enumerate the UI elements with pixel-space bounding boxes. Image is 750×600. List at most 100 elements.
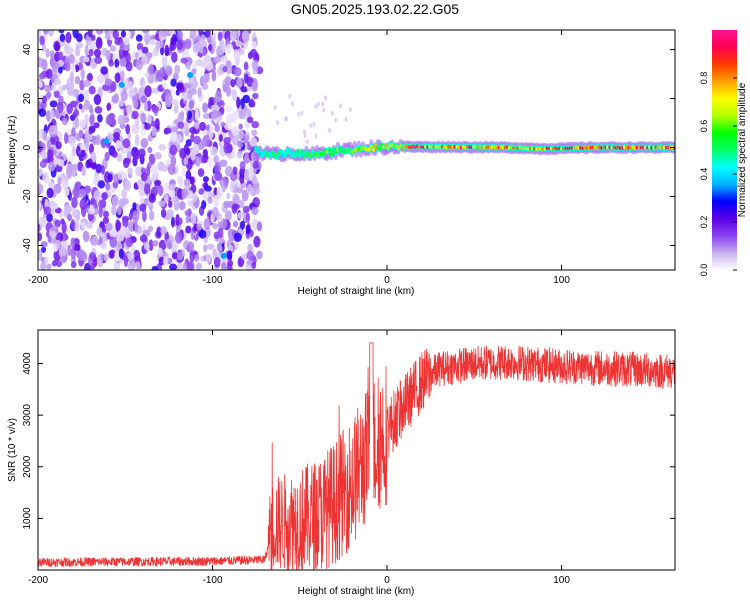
- heatmap-cell: [134, 223, 139, 233]
- heatmap-cell: [251, 129, 258, 136]
- heatmap-cell: [154, 179, 162, 187]
- heatmap-cell: [121, 188, 128, 199]
- heatmap-cell: [223, 141, 230, 154]
- heatmap-cell: [143, 243, 150, 251]
- heatmap-cell: [52, 68, 58, 75]
- heatmap-cell: [173, 103, 179, 114]
- heatmap-cell: [43, 30, 49, 35]
- heatmap-cell: [38, 56, 42, 68]
- heatmap-cell: [45, 68, 53, 79]
- heatmap-cell: [74, 75, 81, 85]
- heatmap-cell: [89, 162, 98, 169]
- heatmap-cell: [38, 81, 43, 88]
- heatmap-cell: [127, 251, 135, 261]
- heatmap-cell: [175, 214, 180, 227]
- heatmap-cell: [70, 218, 76, 230]
- heatmap-cell: [93, 94, 102, 106]
- heatmap-cell: [302, 129, 306, 135]
- heatmap-cell: [125, 237, 133, 248]
- heatmap-cell: [236, 150, 243, 159]
- heatmap-cell: [125, 52, 131, 65]
- heatmap-cell: [149, 39, 157, 46]
- heatmap-cell: [163, 182, 170, 194]
- heatmap-cell: [135, 51, 140, 60]
- colorbar-tick-label: 0.6: [699, 120, 709, 133]
- heatmap-cell: [174, 64, 181, 75]
- heatmap-cell: [330, 110, 334, 116]
- heatmap-cell: [150, 165, 159, 175]
- heatmap-cell: [137, 148, 146, 158]
- heatmap-cell: [220, 252, 227, 259]
- heatmap-cell: [170, 78, 177, 87]
- heatmap-cell: [88, 85, 96, 95]
- heatmap-cell: [48, 161, 56, 172]
- heatmap-cell: [245, 212, 251, 223]
- heatmap-cell: [64, 62, 71, 72]
- heatmap-cell: [49, 109, 55, 120]
- heatmap-cell: [246, 184, 253, 195]
- x-tick-label: -200: [28, 275, 48, 286]
- heatmap-cell: [214, 124, 221, 133]
- heatmap-cell: [38, 232, 43, 242]
- heatmap-cell: [75, 145, 81, 157]
- heatmap-cell: [194, 109, 199, 122]
- heatmap-cell: [211, 206, 219, 218]
- heatmap-cell: [40, 150, 49, 160]
- heatmap-cell: [86, 221, 93, 229]
- heatmap-cell: [167, 241, 173, 250]
- heatmap-cell: [127, 80, 134, 91]
- heatmap-cell: [202, 182, 208, 189]
- heatmap-cell: [234, 56, 240, 67]
- spectrogram-x-label: Height of straight line (km): [298, 286, 415, 297]
- heatmap-cell: [53, 90, 60, 99]
- heatmap-cell: [55, 260, 63, 268]
- heatmap-cell: [198, 188, 205, 195]
- heatmap-cell: [148, 239, 154, 252]
- spectrogram-x-ticks: -200 -100 0 100: [28, 30, 570, 286]
- heatmap-cell: [237, 211, 245, 220]
- heatmap-cell: [141, 46, 149, 54]
- heatmap-cell: [144, 85, 152, 98]
- heatmap-cell: [220, 55, 228, 63]
- heatmap-cell: [95, 134, 101, 146]
- heatmap-cell: [103, 210, 109, 219]
- heatmap-cell: [223, 200, 230, 209]
- heatmap-cell: [125, 124, 131, 135]
- heatmap-cell: [232, 193, 240, 206]
- heatmap-cell: [38, 223, 41, 232]
- x-tick-label: 0: [384, 575, 390, 586]
- heatmap-cell: [197, 30, 204, 36]
- heatmap-cell: [61, 221, 67, 234]
- heatmap-cell: [40, 261, 47, 270]
- heatmap-cell: [45, 48, 50, 58]
- heatmap-cell: [135, 59, 143, 71]
- heatmap-cell: [220, 261, 227, 270]
- x-tick-label: 100: [553, 275, 570, 286]
- heatmap-cell: [68, 135, 76, 144]
- heatmap-cell: [49, 100, 58, 108]
- heatmap-cell: [243, 61, 249, 71]
- heatmap-cell: [132, 202, 137, 210]
- heatmap-cell: [251, 121, 259, 129]
- heatmap-cell: [169, 263, 178, 270]
- heatmap-cell: [114, 72, 121, 83]
- heatmap-cell: [84, 44, 89, 57]
- heatmap-cell: [176, 251, 184, 261]
- heatmap-cell: [74, 109, 80, 117]
- heatmap-cell: [163, 193, 169, 204]
- heatmap-cell: [297, 111, 301, 117]
- heatmap-cell: [54, 41, 61, 52]
- heatmap-cell: [303, 133, 307, 139]
- heatmap-cell: [140, 112, 147, 124]
- x-tick-label: -100: [203, 275, 223, 286]
- heatmap-cell: [123, 180, 132, 191]
- colorbar-label: Normalized spectral amplitude: [737, 82, 748, 217]
- heatmap-cell: [80, 221, 87, 230]
- heatmap-cell: [93, 48, 102, 58]
- heatmap-cell: [58, 66, 63, 74]
- heatmap-cell: [170, 126, 178, 133]
- heatmap-cell: [72, 30, 79, 39]
- heatmap-cell: [60, 255, 67, 264]
- heatmap-cell: [38, 93, 44, 101]
- heatmap-cell: [232, 220, 239, 228]
